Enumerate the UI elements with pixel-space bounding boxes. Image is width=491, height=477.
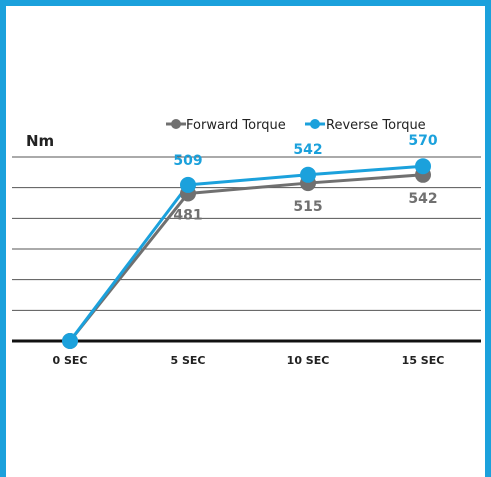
legend-label: Reverse Torque bbox=[326, 118, 426, 133]
data-point bbox=[180, 176, 196, 193]
legend-label: Forward Torque bbox=[186, 118, 286, 133]
x-tick-label: 0 SEC bbox=[53, 354, 88, 367]
data-labels: 481 515 542 509 542 570 bbox=[173, 133, 437, 223]
series-lines bbox=[68, 164, 424, 342]
legend-marker bbox=[171, 119, 181, 129]
data-point bbox=[415, 158, 431, 175]
data-label: 481 bbox=[173, 207, 202, 223]
x-tick-labels: 0 SEC 5 SEC 10 SEC 15 SEC bbox=[53, 354, 445, 367]
data-point bbox=[62, 333, 78, 349]
data-point bbox=[300, 166, 316, 183]
x-tick-label: 15 SEC bbox=[402, 354, 445, 367]
x-tick-label: 10 SEC bbox=[287, 354, 330, 367]
data-label: 570 bbox=[408, 133, 437, 149]
legend: Forward Torque Reverse Torque bbox=[166, 118, 426, 133]
data-label: 509 bbox=[173, 153, 202, 169]
series-points bbox=[62, 158, 431, 349]
series-line-1 bbox=[68, 164, 424, 342]
legend-marker bbox=[310, 119, 320, 129]
data-label: 515 bbox=[293, 199, 322, 215]
y-axis-label: Nm bbox=[26, 132, 54, 150]
x-tick-label: 5 SEC bbox=[171, 354, 206, 367]
data-label: 542 bbox=[408, 191, 437, 207]
series-line-0 bbox=[68, 173, 424, 342]
data-label: 542 bbox=[293, 142, 322, 158]
